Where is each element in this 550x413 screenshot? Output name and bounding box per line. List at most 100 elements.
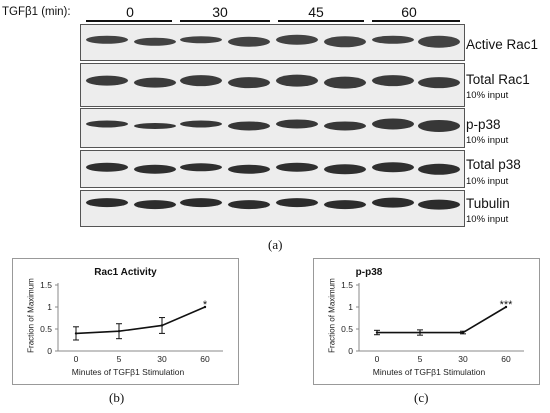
panel-label-total-rac1: Total Rac1: [466, 72, 530, 87]
data-point: [461, 331, 465, 334]
panel-sub-total-p38: 10% input: [466, 176, 509, 187]
blot-panel-active-rac1: [80, 24, 465, 61]
x-tick-label: 60: [200, 354, 210, 364]
blot-band: [86, 162, 128, 172]
y-tick-label: 0.5: [341, 324, 353, 334]
y-tick-label: 1: [47, 302, 52, 312]
blot-band: [180, 120, 222, 128]
x-tick-label: 5: [418, 354, 423, 364]
panel-sub-tubulin: 10% input: [466, 214, 509, 225]
blot-band: [180, 75, 222, 87]
blot-bands-total-rac1: [86, 74, 460, 89]
panel-label-p-p38: p-p38: [466, 117, 501, 132]
x-tick-label: 0: [375, 354, 380, 364]
chart-plot-area: 0 0.5 1 1.5 0 5 30 60 *: [40, 280, 223, 364]
blot-band: [134, 77, 176, 88]
panel-sub-total-rac1: 10% input: [466, 90, 509, 101]
blot-band: [276, 74, 318, 87]
panel-sub-p-p38: 10% input: [466, 135, 509, 146]
blot-band: [324, 121, 366, 131]
y-tick-label: 1: [348, 302, 353, 312]
blot-band: [180, 36, 222, 44]
blot-panel-total-rac1: [80, 63, 465, 107]
blot-band: [324, 36, 366, 48]
timepoint-bar-45: [278, 20, 364, 22]
data-point: [375, 331, 379, 334]
data-point: [418, 331, 422, 334]
blot-band: [228, 121, 270, 131]
blot-band: [324, 76, 366, 89]
blot-band: [134, 200, 176, 210]
blot-band: [276, 198, 318, 208]
significance-marker: ***: [500, 299, 514, 311]
blot-band: [134, 37, 176, 46]
blot-band: [228, 200, 270, 210]
blot-band: [372, 118, 414, 130]
blot-bands-p-p38: [86, 118, 460, 132]
chart-title: p-p38: [355, 267, 383, 278]
significance-marker: *: [203, 299, 208, 311]
blot-band: [418, 77, 460, 89]
y-tick-label: 0: [348, 346, 353, 356]
blot-band: [276, 162, 318, 172]
blot-bands-tubulin: [86, 197, 460, 210]
blot-band: [228, 164, 270, 174]
blot-band: [180, 163, 222, 172]
blot-band: [372, 35, 414, 44]
blot-band: [134, 122, 176, 129]
blot-band: [86, 35, 128, 44]
y-tick-label: 1.5: [40, 280, 52, 290]
chart-plot-area: 0 0.5 1 1.5 0 5 30 60 ***: [341, 280, 524, 364]
blot-band: [372, 197, 414, 208]
data-point: [504, 305, 508, 309]
y-tick-label: 0.5: [40, 324, 52, 334]
subfigure-label-a: (a): [268, 237, 283, 252]
timepoint-label-45: 45: [308, 4, 324, 20]
panel-label-total-p38: Total p38: [466, 157, 521, 172]
blot-bands-total-p38: [86, 162, 460, 175]
chart-p-p38: p-p38 Fraction of Maximum Minutes of TGF…: [313, 258, 540, 385]
chart-rac1-activity: Rac1 Activity Fraction of Maximum Minute…: [12, 258, 239, 385]
blot-band: [86, 75, 128, 86]
blot-panel-total-p38: [80, 150, 465, 188]
x-tick-label: 30: [458, 354, 468, 364]
data-point: [203, 305, 207, 309]
blot-band: [372, 162, 414, 173]
timepoint-bar-60: [372, 20, 460, 22]
x-tick-label: 60: [501, 354, 511, 364]
chart-x-axis-label: Minutes of TGFβ1 Stimulation: [71, 367, 185, 377]
blot-band: [86, 198, 128, 208]
blot-band: [134, 164, 176, 174]
blot-band: [228, 36, 270, 47]
subfigure-label-b: (b): [109, 390, 125, 405]
blot-band: [276, 34, 318, 45]
y-tick-label: 1.5: [341, 280, 353, 290]
blot-band: [228, 77, 270, 89]
blot-band: [86, 120, 128, 128]
data-point: [160, 324, 164, 327]
blot-band: [372, 75, 414, 87]
y-tick-label: 0: [47, 346, 52, 356]
timepoint-label-60: 60: [401, 4, 417, 20]
subfigure-label-c: (c): [414, 390, 429, 405]
data-point: [117, 330, 121, 333]
chart-title: Rac1 Activity: [94, 267, 157, 278]
x-tick-label: 5: [117, 354, 122, 364]
treatment-label: TGFβ1 (min):: [2, 6, 71, 18]
blot-panel-tubulin: [80, 190, 465, 227]
series-line: [75, 306, 206, 335]
x-tick-label: 30: [157, 354, 167, 364]
blot-band: [324, 164, 366, 175]
blot-band: [418, 199, 460, 210]
timepoint-bar-30: [180, 20, 270, 22]
blot-band: [276, 119, 318, 129]
blot-panel-p-p38: [80, 108, 465, 148]
blot-band: [418, 119, 460, 132]
blot-bands-active-rac1: [86, 34, 460, 48]
series-line: [377, 306, 507, 334]
blot-band: [180, 198, 222, 208]
panel-label-active-rac1: Active Rac1: [466, 37, 539, 52]
chart-x-axis-label: Minutes of TGFβ1 Stimulation: [372, 367, 486, 377]
timepoint-label-30: 30: [212, 4, 228, 20]
